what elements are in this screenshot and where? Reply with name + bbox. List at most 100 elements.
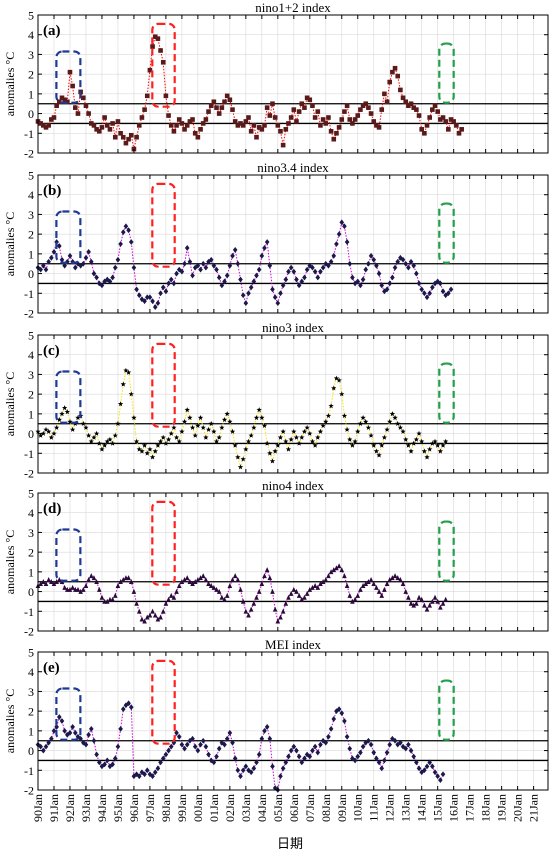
data-point <box>131 264 137 271</box>
data-point <box>264 724 270 730</box>
data-point <box>390 274 395 281</box>
data-point <box>368 577 374 583</box>
data-point <box>275 300 281 307</box>
data-point <box>232 755 238 762</box>
data-point <box>278 290 283 297</box>
data-point <box>387 577 393 583</box>
data-point <box>373 448 380 454</box>
data-point <box>115 256 121 263</box>
data-point <box>187 258 193 265</box>
data-point <box>128 239 134 245</box>
data-point <box>99 594 105 600</box>
data-point <box>342 223 347 230</box>
data-point <box>331 136 337 142</box>
data-point <box>91 575 97 581</box>
data-point <box>414 759 419 766</box>
x-tick-label: 94Jan <box>95 794 109 822</box>
data-point <box>294 747 299 754</box>
data-point <box>216 111 222 116</box>
data-point <box>240 123 246 128</box>
data-point <box>424 454 430 460</box>
data-point <box>203 743 209 750</box>
data-point <box>227 262 233 269</box>
data-point <box>331 567 337 573</box>
data-point <box>374 584 379 590</box>
data-point <box>117 401 124 407</box>
data-point <box>38 266 43 273</box>
data-point <box>171 424 177 430</box>
data-point <box>150 773 155 780</box>
panel-title: nino1+2 index <box>255 0 331 15</box>
data-point <box>376 125 382 130</box>
data-point <box>323 121 329 126</box>
data-point <box>286 121 291 126</box>
data-point <box>414 270 419 277</box>
data-point <box>320 422 326 428</box>
data-point <box>272 448 278 454</box>
data-point <box>235 767 241 774</box>
el-nino-1991-box <box>55 210 82 264</box>
data-point <box>158 614 163 620</box>
data-point <box>128 132 134 138</box>
data-point <box>163 600 169 606</box>
data-point <box>277 434 284 440</box>
data-point <box>160 284 166 291</box>
data-point <box>288 747 294 754</box>
data-point <box>248 432 254 438</box>
data-point <box>294 588 299 594</box>
data-point <box>104 276 110 283</box>
data-point <box>352 438 358 444</box>
data-point <box>360 582 366 588</box>
data-point <box>246 612 251 618</box>
data-point <box>454 123 459 128</box>
data-point <box>256 266 262 273</box>
data-point <box>216 434 222 440</box>
data-point <box>49 117 54 122</box>
data-point <box>80 95 86 101</box>
data-point <box>384 426 390 432</box>
data-point <box>46 739 51 746</box>
data-point <box>328 403 334 409</box>
data-point <box>166 747 171 754</box>
data-point <box>331 252 337 259</box>
series-line <box>37 565 447 623</box>
data-point <box>88 438 94 444</box>
data-point <box>43 743 49 750</box>
data-point <box>400 580 406 586</box>
data-point <box>67 418 73 424</box>
panel-label: (c) <box>43 343 60 359</box>
data-point <box>379 442 385 448</box>
data-point <box>248 606 254 612</box>
data-point <box>155 442 161 448</box>
panel-title: nino4 index <box>262 478 324 493</box>
data-point <box>208 256 214 263</box>
data-point <box>342 718 347 724</box>
data-point <box>299 759 305 766</box>
data-point <box>168 430 174 436</box>
data-point <box>152 34 158 39</box>
data-point <box>123 140 129 146</box>
data-point <box>200 573 206 579</box>
data-point <box>363 580 369 586</box>
x-tick-label: 90Jan <box>31 794 45 822</box>
x-tick-label: 21Jan <box>527 794 541 822</box>
data-point <box>195 577 201 583</box>
data-point <box>126 575 131 581</box>
data-point <box>368 741 374 748</box>
data-point <box>59 718 65 724</box>
x-tick-label: 11Jan <box>367 794 381 822</box>
data-point <box>424 123 430 128</box>
data-point <box>206 751 211 758</box>
data-point <box>307 586 313 592</box>
data-point <box>134 600 139 606</box>
data-point <box>310 584 315 590</box>
data-point <box>421 448 427 454</box>
data-point <box>307 753 313 760</box>
data-point <box>352 757 358 764</box>
data-point <box>118 241 123 247</box>
data-point <box>397 424 403 430</box>
data-point <box>347 117 353 122</box>
data-point <box>323 739 329 746</box>
y-tick-label: 4 <box>28 188 34 202</box>
data-point <box>395 258 401 265</box>
